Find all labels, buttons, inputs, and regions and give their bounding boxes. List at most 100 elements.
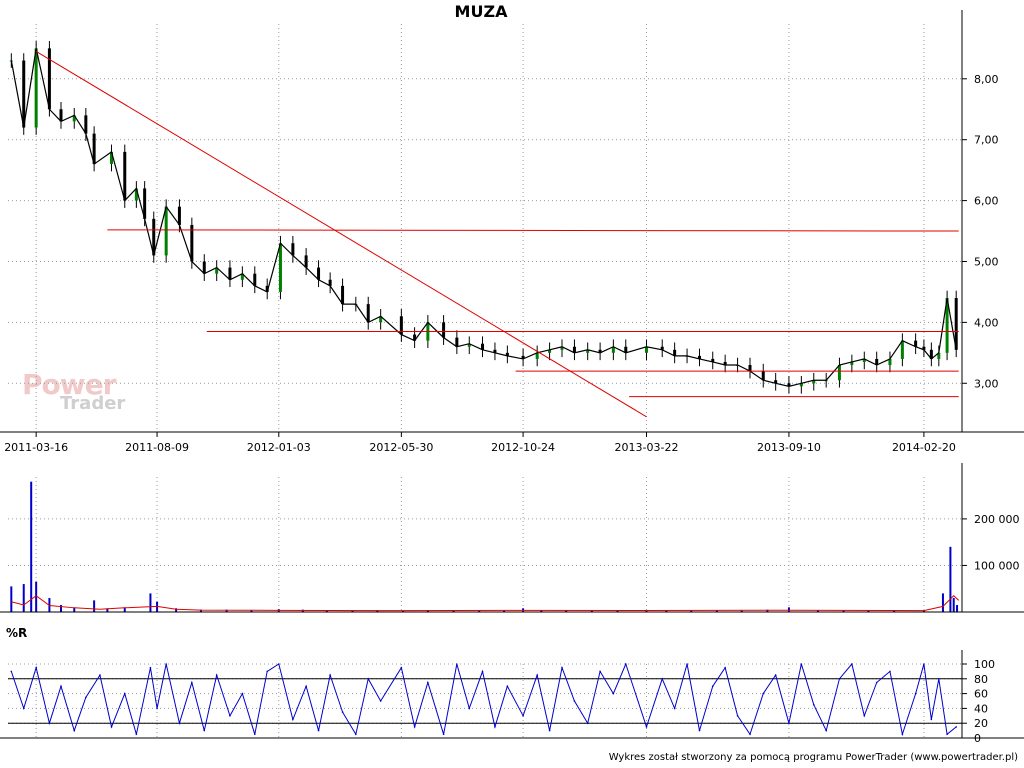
y-tick-label: 100 <box>974 658 995 671</box>
williams-r-point <box>901 733 904 736</box>
williams-r-point <box>661 678 664 680</box>
williams-r-point <box>60 685 62 687</box>
volume-bar <box>949 546 952 612</box>
williams-r-point <box>863 715 866 717</box>
williams-r-point <box>317 729 320 732</box>
williams-r-point <box>494 726 496 728</box>
price-candle <box>644 346 648 353</box>
williams-r-point <box>427 681 429 684</box>
volume-bar <box>35 581 38 612</box>
y-tick-label: 3,00 <box>974 377 999 390</box>
y-tick-label: 60 <box>974 688 988 701</box>
williams-r-point <box>266 670 269 673</box>
y-tick-label: 100 000 <box>974 559 1020 572</box>
y-tick-label: 200 000 <box>974 513 1020 526</box>
volume-bar <box>199 609 202 612</box>
williams-r-point <box>191 681 193 684</box>
volume-bar <box>565 610 568 612</box>
volume-bar <box>645 610 648 612</box>
x-tick-label: 2014-02-20 <box>892 441 956 454</box>
williams-r-point <box>156 707 158 710</box>
x-tick-label: 2012-05-30 <box>369 441 433 454</box>
volume-bar <box>478 610 481 612</box>
price-candle <box>548 349 552 353</box>
price-candle <box>190 224 194 262</box>
volume-bar <box>402 610 405 612</box>
price-candle <box>660 346 664 350</box>
price-candle <box>228 267 232 280</box>
williams-r-point <box>686 663 688 665</box>
volume-bar <box>93 600 96 612</box>
price-candle <box>535 352 539 359</box>
volume-bar <box>376 610 379 612</box>
volume-bar <box>60 605 62 612</box>
volume-bar <box>867 610 870 612</box>
williams-r-point <box>561 666 563 669</box>
price-candle <box>92 133 96 165</box>
williams-r-point <box>800 663 803 665</box>
price-candle <box>164 206 168 256</box>
y-tick-label: 80 <box>974 673 988 686</box>
williams-r-point <box>229 715 231 717</box>
price-candle <box>787 383 791 387</box>
price-candle <box>240 273 244 280</box>
williams-r-point <box>938 678 940 680</box>
price-candle <box>799 383 803 387</box>
price-line <box>10 48 957 387</box>
williams-r-point <box>379 700 382 702</box>
price-candle <box>215 267 219 274</box>
volume-bar <box>351 610 354 612</box>
price-candle <box>202 261 206 274</box>
price-candle <box>598 349 602 353</box>
williams-r-point <box>110 726 113 728</box>
y-tick-label: 4,00 <box>974 316 999 329</box>
williams-r-point <box>203 729 206 732</box>
volume-bar <box>175 608 178 612</box>
price-candle <box>265 285 269 292</box>
price-candle <box>900 340 904 359</box>
volume-bar <box>590 610 593 612</box>
williams-r-point <box>536 674 538 676</box>
price-candle <box>945 298 949 353</box>
williams-r-point <box>955 726 958 728</box>
y-tick-label: 20 <box>974 717 988 730</box>
price-candle <box>572 346 576 353</box>
x-tick-label: 2011-08-09 <box>125 441 189 454</box>
x-tick-label: 2012-10-24 <box>491 441 555 454</box>
price-candle <box>875 358 879 366</box>
credit-text: Wykres został stworzony za pomocą progra… <box>608 752 1018 763</box>
williams-r-point <box>762 692 765 695</box>
price-candle <box>611 346 615 353</box>
price-candle <box>22 60 26 128</box>
volume-bar <box>715 610 718 612</box>
price-candle <box>481 343 485 350</box>
price-candle <box>59 109 63 122</box>
volume-bar <box>30 481 33 612</box>
williams-r-point <box>165 663 167 665</box>
volume-bar <box>426 610 429 612</box>
watermark-trader: Trader <box>60 393 126 414</box>
williams-r-point <box>788 722 790 724</box>
williams-r-point <box>698 729 701 732</box>
y-tick-label: 7,00 <box>974 134 999 147</box>
price-candle <box>413 334 417 341</box>
williams-r-point <box>914 692 917 695</box>
williams-r-point <box>456 663 458 665</box>
price-candle <box>442 322 446 338</box>
price-candle <box>253 273 257 286</box>
price-candle <box>177 206 181 225</box>
volume-bar <box>225 609 228 612</box>
williams-r-point <box>329 674 331 676</box>
price-candle <box>862 358 866 362</box>
williams-r-point <box>85 696 87 699</box>
williams-r-point <box>22 707 25 710</box>
volume-bar <box>893 610 896 612</box>
williams-r-point <box>889 670 891 673</box>
williams-r-point <box>241 692 244 695</box>
price-candle <box>937 352 941 359</box>
chart-title: MUZA <box>454 2 508 21</box>
williams-r-panel <box>8 662 962 737</box>
volume-bar <box>690 610 693 612</box>
